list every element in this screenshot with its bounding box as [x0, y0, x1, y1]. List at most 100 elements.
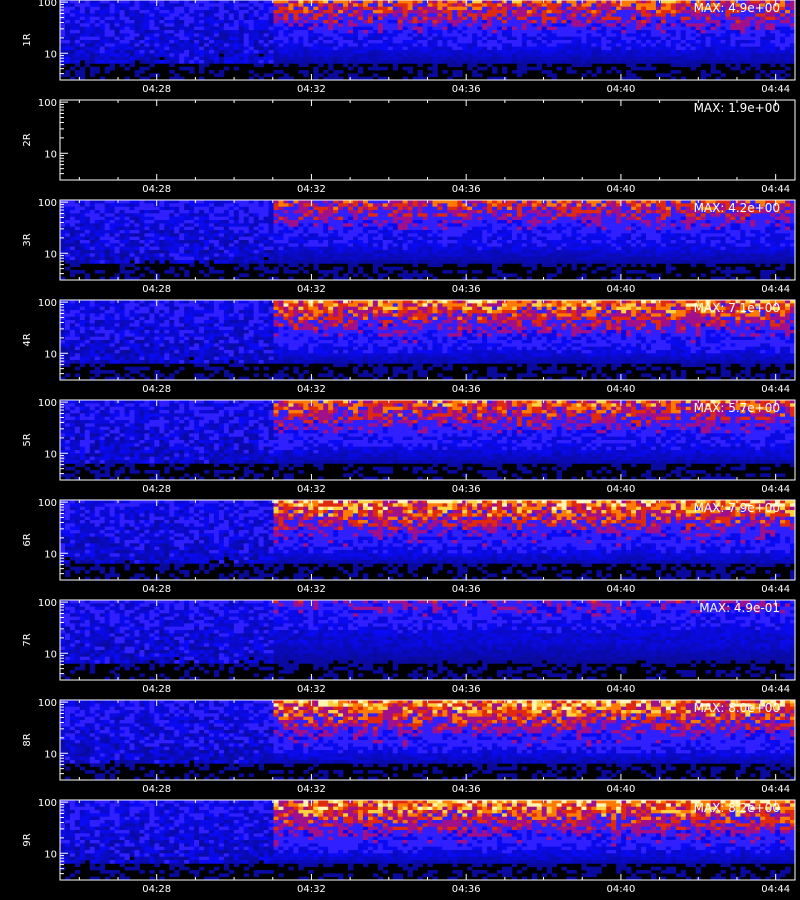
heatmap-cell — [159, 53, 164, 57]
heatmap-cell — [184, 7, 189, 11]
heatmap-cell — [194, 7, 199, 11]
heatmap-cell — [239, 60, 244, 64]
heatmap-cell — [95, 70, 100, 74]
heatmap-cell — [328, 27, 333, 31]
heatmap-cell — [224, 20, 229, 24]
heatmap-cell — [134, 0, 139, 4]
heatmap-cell — [333, 60, 338, 64]
heatmap-cell — [194, 60, 199, 64]
heatmap-cell — [65, 70, 70, 74]
heatmap-cell — [70, 50, 75, 54]
heatmap-cell — [348, 0, 353, 4]
heatmap-cell — [120, 0, 125, 4]
heatmap-cell — [169, 40, 174, 44]
heatmap-cell — [229, 13, 234, 17]
heatmap-cell — [254, 53, 259, 57]
heatmap-cell — [139, 7, 144, 11]
heatmap-cell — [204, 43, 209, 47]
heatmap-cell — [279, 7, 284, 11]
heatmap-cell — [144, 53, 149, 57]
heatmap-cell — [264, 23, 269, 27]
heatmap-cell — [105, 27, 110, 31]
heatmap-cell — [308, 30, 313, 34]
heatmap-cell — [110, 10, 115, 14]
heatmap-cell — [318, 30, 323, 34]
heatmap-cell — [85, 3, 90, 7]
heatmap-cell — [149, 7, 154, 11]
heatmap-cell — [298, 3, 303, 7]
heatmap-cell — [269, 27, 274, 31]
heatmap-cell — [164, 10, 169, 14]
heatmap-cell — [333, 0, 338, 4]
heatmap-cell — [269, 7, 274, 11]
heatmap-cell — [179, 23, 184, 27]
heatmap-cell — [293, 33, 298, 37]
heatmap-cell — [239, 17, 244, 21]
heatmap-cell — [130, 63, 135, 67]
heatmap-cell — [85, 30, 90, 34]
heatmap-cell — [338, 20, 343, 24]
heatmap-cell — [149, 37, 154, 41]
heatmap-cell — [283, 47, 288, 51]
heatmap-cell — [110, 47, 115, 51]
heatmap-cell — [184, 33, 189, 37]
heatmap-cell — [144, 10, 149, 14]
heatmap-cell — [125, 10, 130, 14]
heatmap-cell — [174, 33, 179, 37]
heatmap-cell — [169, 53, 174, 57]
heatmap-cell — [130, 37, 135, 41]
heatmap-cell — [308, 40, 313, 44]
heatmap-cell — [229, 60, 234, 64]
heatmap-cell — [204, 53, 209, 57]
heatmap-cell — [199, 10, 204, 14]
heatmap-cell — [239, 20, 244, 24]
heatmap-cell — [323, 70, 328, 74]
heatmap-cell — [214, 47, 219, 51]
heatmap-cell — [189, 20, 194, 24]
heatmap-cell — [75, 40, 80, 44]
heatmap-cell — [189, 23, 194, 27]
heatmap-cell — [338, 70, 343, 74]
heatmap-cell — [298, 63, 303, 67]
heatmap-cell — [60, 63, 65, 67]
heatmap-cell — [164, 0, 169, 4]
heatmap-cell — [115, 33, 120, 37]
heatmap-cell — [75, 63, 80, 67]
heatmap-cell — [293, 13, 298, 17]
heatmap-cell — [313, 3, 318, 7]
heatmap-cell — [283, 40, 288, 44]
heatmap-cell — [110, 50, 115, 54]
heatmap-cell — [313, 13, 318, 17]
heatmap-cell — [343, 33, 348, 37]
heatmap-cell — [298, 0, 303, 4]
heatmap-cell — [179, 60, 184, 64]
heatmap-cell — [254, 30, 259, 34]
heatmap-cell — [219, 57, 224, 61]
heatmap-cell — [308, 20, 313, 24]
heatmap-cell — [343, 40, 348, 44]
heatmap-cell — [254, 50, 259, 54]
heatmap-cell — [249, 43, 254, 47]
heatmap-cell — [234, 17, 239, 21]
heatmap-cell — [298, 60, 303, 64]
heatmap-cell — [279, 33, 284, 37]
heatmap-cell — [105, 7, 110, 11]
heatmap-cell — [264, 40, 269, 44]
heatmap-cell — [120, 17, 125, 21]
heatmap-cell — [274, 70, 279, 74]
heatmap-cell — [274, 3, 279, 7]
heatmap-cell — [229, 53, 234, 57]
heatmap-cell — [110, 53, 115, 57]
heatmap-cell — [134, 17, 139, 21]
heatmap-cell — [318, 57, 323, 61]
heatmap-cell — [303, 53, 308, 57]
heatmap-cell — [348, 33, 353, 37]
heatmap-cell — [259, 33, 264, 37]
heatmap-cell — [144, 33, 149, 37]
heatmap-cell — [328, 13, 333, 17]
heatmap-cell — [343, 7, 348, 11]
heatmap-cell — [85, 7, 90, 11]
heatmap-cell — [120, 23, 125, 27]
heatmap-cell — [288, 43, 293, 47]
heatmap-cell — [229, 23, 234, 27]
